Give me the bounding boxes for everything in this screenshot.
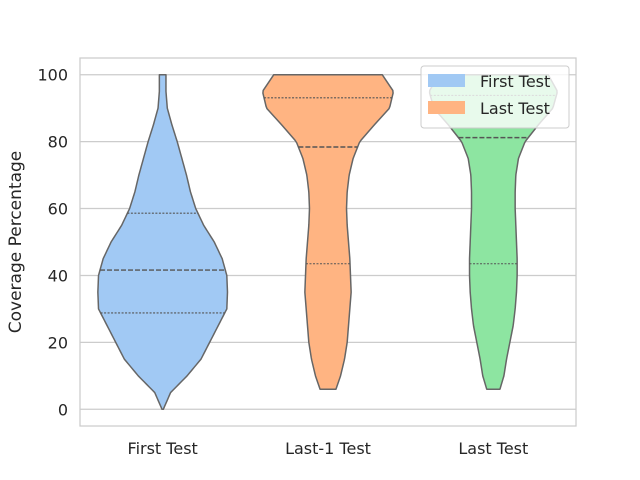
legend-swatch-first-test: [428, 74, 465, 87]
plot-frame: [79, 57, 577, 427]
y-axis-label: Coverage Percentage: [6, 151, 26, 333]
x-tick-labels: First Test Last-1 Test Last Test: [128, 439, 529, 458]
violin-first-test: [97, 73, 229, 411]
violin-body: [97, 73, 229, 411]
violin-body: [262, 73, 394, 390]
legend-label-first-test: First Test: [480, 72, 550, 91]
y-tick-label: 0: [58, 400, 68, 419]
y-tick-label: 100: [37, 66, 68, 85]
legend: First Test Last Test: [420, 65, 570, 129]
y-tick-label: 60: [48, 200, 68, 219]
legend-label-last-test: Last Test: [480, 99, 550, 118]
x-tick-label: First Test: [128, 439, 198, 458]
violins: [97, 73, 558, 411]
y-tick-label: 80: [48, 133, 68, 152]
y-tick-labels: 0 20 40 60 80 100: [37, 66, 68, 420]
x-tick-label: Last-1 Test: [285, 439, 371, 458]
x-tick-label: Last Test: [458, 439, 528, 458]
y-tick-label: 40: [48, 266, 68, 285]
legend-swatch-last-test: [428, 101, 465, 114]
y-tick-label: 20: [48, 333, 68, 352]
violin-last-1-test: [262, 73, 394, 390]
